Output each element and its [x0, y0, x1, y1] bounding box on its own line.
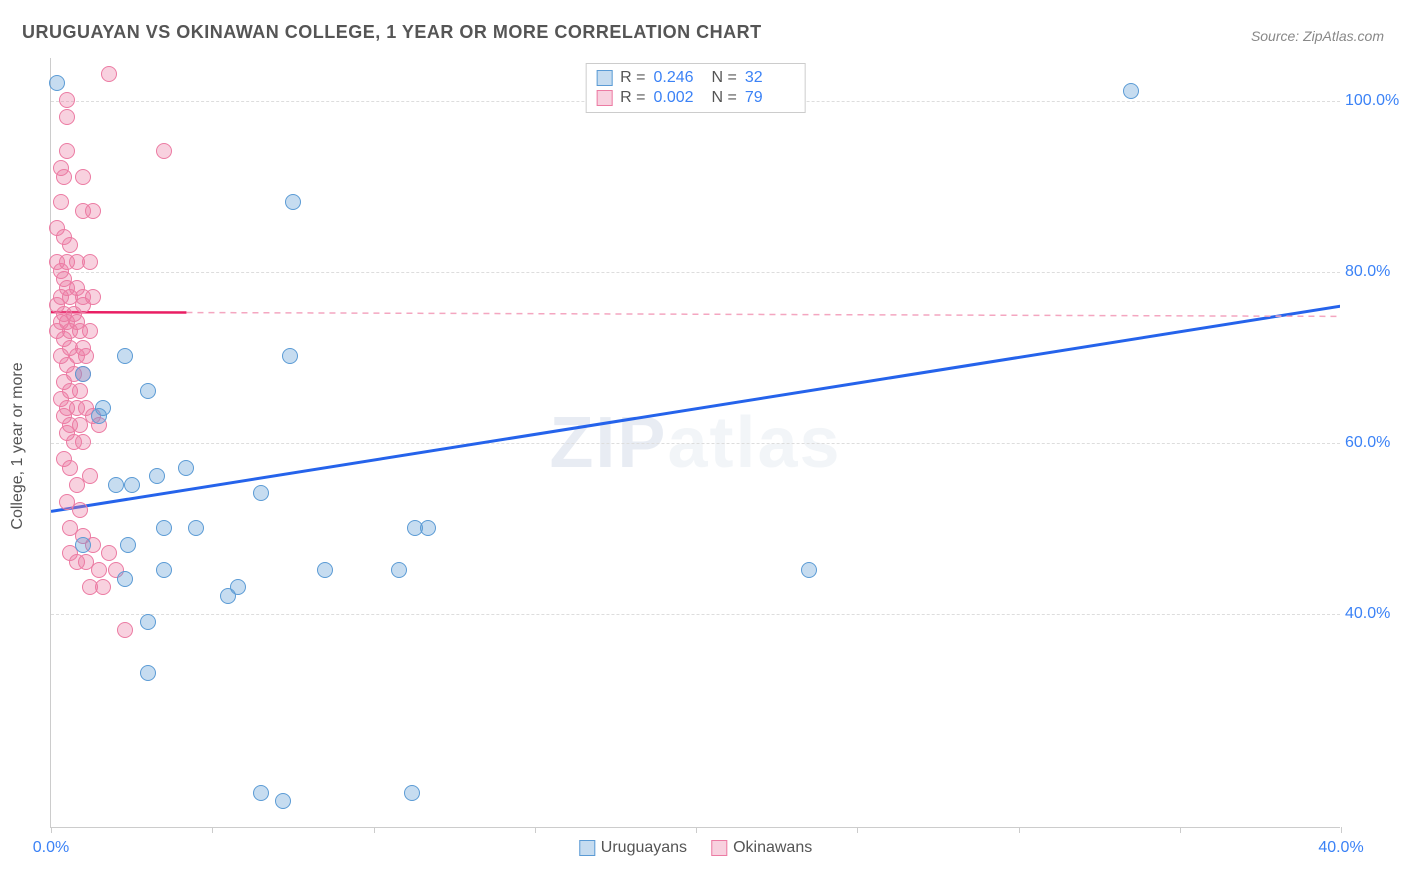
uruguayans-point — [140, 614, 156, 630]
gridline — [51, 272, 1340, 273]
okinawans-point — [101, 545, 117, 561]
n-label: N = — [712, 89, 737, 107]
okinawans-point — [82, 579, 98, 595]
uruguayans-point — [156, 562, 172, 578]
uruguayans-point — [120, 537, 136, 553]
legend-item-uruguayans: Uruguayans — [579, 839, 687, 857]
x-tick — [857, 827, 858, 833]
uruguayans-point — [230, 579, 246, 595]
uruguayans-point — [108, 477, 124, 493]
okinawans-point — [75, 297, 91, 313]
uruguayans-point — [391, 562, 407, 578]
gridline — [51, 614, 1340, 615]
okinawans-point — [156, 143, 172, 159]
uruguayans-point — [1123, 83, 1139, 99]
uruguayans-point — [156, 520, 172, 536]
uruguayans-point — [140, 383, 156, 399]
uruguayans-point — [178, 460, 194, 476]
okinawans-point — [82, 323, 98, 339]
n-value-uruguayans: 32 — [745, 69, 795, 87]
y-tick-label: 60.0% — [1345, 434, 1405, 452]
okinawans-point — [75, 434, 91, 450]
okinawans-point — [62, 460, 78, 476]
okinawans-point — [117, 622, 133, 638]
okinawans-point — [59, 109, 75, 125]
okinawans-point — [82, 468, 98, 484]
uruguayans-point — [117, 348, 133, 364]
okinawans-trend-dash — [186, 313, 1340, 317]
uruguayans-point — [285, 194, 301, 210]
y-tick-label: 100.0% — [1345, 92, 1405, 110]
gridline — [51, 443, 1340, 444]
uruguayans-point — [75, 537, 91, 553]
stats-row-okinawans: R = 0.002 N = 79 — [596, 88, 795, 108]
okinawans-point — [72, 383, 88, 399]
uruguayans-point — [188, 520, 204, 536]
r-label: R = — [620, 69, 645, 87]
uruguayans-trend-line — [51, 306, 1340, 511]
y-tick-label: 40.0% — [1345, 605, 1405, 623]
uruguayans-point — [149, 468, 165, 484]
x-tick — [51, 827, 52, 833]
swatch-okinawans — [711, 840, 727, 856]
swatch-uruguayans — [579, 840, 595, 856]
uruguayans-point — [49, 75, 65, 91]
n-value-okinawans: 79 — [745, 89, 795, 107]
legend-label-okinawans: Okinawans — [733, 839, 812, 857]
stats-row-uruguayans: R = 0.246 N = 32 — [596, 68, 795, 88]
uruguayans-point — [801, 562, 817, 578]
x-tick — [1180, 827, 1181, 833]
x-tick — [696, 827, 697, 833]
uruguayans-point — [117, 571, 133, 587]
r-value-okinawans: 0.002 — [654, 89, 704, 107]
x-tick-label: 40.0% — [1318, 839, 1363, 857]
x-tick-label: 0.0% — [33, 839, 69, 857]
okinawans-point — [62, 237, 78, 253]
okinawans-point — [82, 254, 98, 270]
uruguayans-point — [253, 785, 269, 801]
uruguayans-point — [140, 665, 156, 681]
swatch-uruguayans — [596, 70, 612, 86]
uruguayans-point — [124, 477, 140, 493]
n-label: N = — [712, 69, 737, 87]
x-tick — [1341, 827, 1342, 833]
chart-title: URUGUAYAN VS OKINAWAN COLLEGE, 1 YEAR OR… — [22, 22, 762, 43]
okinawans-point — [56, 169, 72, 185]
r-value-uruguayans: 0.246 — [654, 69, 704, 87]
okinawans-point — [59, 143, 75, 159]
legend-label-uruguayans: Uruguayans — [601, 839, 687, 857]
okinawans-point — [72, 502, 88, 518]
uruguayans-point — [95, 400, 111, 416]
uruguayans-point — [253, 485, 269, 501]
swatch-okinawans — [596, 90, 612, 106]
uruguayans-point — [275, 793, 291, 809]
plot-area: ZIPatlas 40.0%60.0%80.0%100.0% 0.0%40.0%… — [50, 58, 1340, 828]
x-tick — [212, 827, 213, 833]
y-axis-title: College, 1 year or more — [9, 362, 27, 529]
uruguayans-point — [317, 562, 333, 578]
y-tick-label: 80.0% — [1345, 263, 1405, 281]
uruguayans-point — [420, 520, 436, 536]
okinawans-point — [59, 92, 75, 108]
okinawans-point — [53, 194, 69, 210]
okinawans-point — [85, 203, 101, 219]
uruguayans-point — [282, 348, 298, 364]
x-tick — [1019, 827, 1020, 833]
x-tick — [535, 827, 536, 833]
x-tick — [374, 827, 375, 833]
okinawans-point — [101, 66, 117, 82]
uruguayans-point — [75, 366, 91, 382]
source-label: Source: ZipAtlas.com — [1251, 28, 1384, 44]
legend-item-okinawans: Okinawans — [711, 839, 812, 857]
uruguayans-point — [404, 785, 420, 801]
okinawans-point — [75, 169, 91, 185]
stats-legend: R = 0.246 N = 32 R = 0.002 N = 79 — [585, 63, 806, 113]
r-label: R = — [620, 89, 645, 107]
okinawans-point — [91, 562, 107, 578]
bottom-legend: Uruguayans Okinawans — [579, 839, 812, 857]
okinawans-point — [78, 348, 94, 364]
